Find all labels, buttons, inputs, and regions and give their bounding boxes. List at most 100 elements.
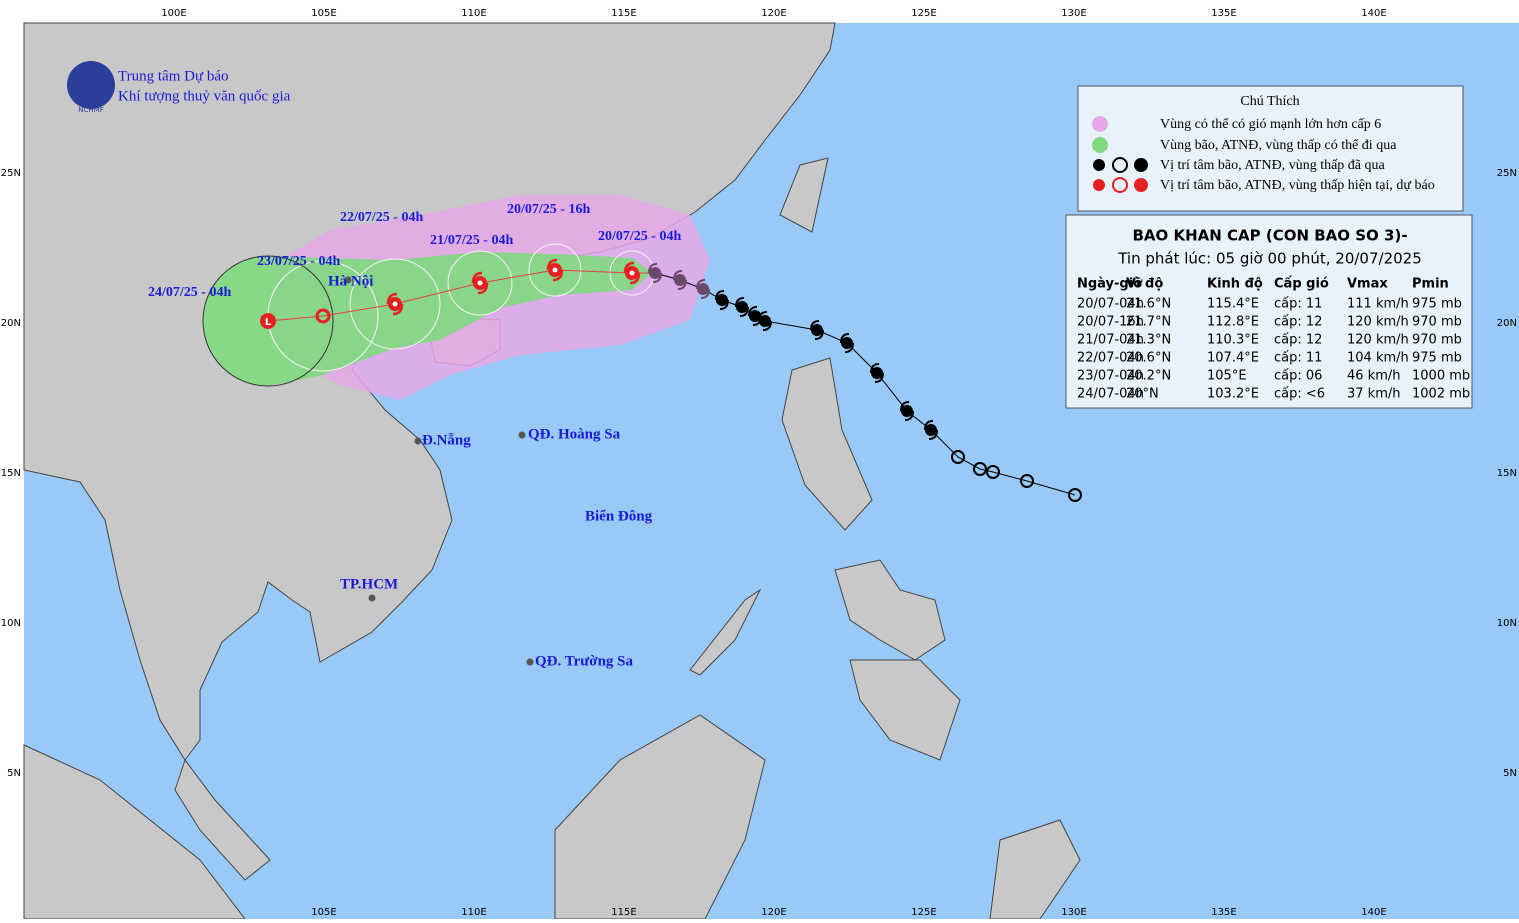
- lon-label: 130E: [1061, 8, 1086, 19]
- past-storm-tail: [924, 420, 938, 440]
- lon-label: 140E: [1361, 8, 1386, 19]
- legend-item: Vùng có thể có gió mạnh lớn hơn cấp 6: [1160, 117, 1381, 132]
- uncertainty-circle: [447, 250, 513, 316]
- table-cell: 20/07-04h: [1077, 297, 1144, 312]
- forecast-storm-tail: [386, 292, 404, 316]
- column-header: Ngày-giờ: [1077, 277, 1143, 292]
- lon-label: 115E: [611, 8, 636, 19]
- lon-label: 135E: [1211, 8, 1236, 19]
- org-line: Trung tâm Dự báo: [118, 68, 229, 84]
- past-storm: [649, 267, 661, 279]
- bulletin-box: [1065, 214, 1473, 409]
- lon-label: 100E: [161, 8, 186, 19]
- forecast-zones: [203, 195, 710, 400]
- legend-item: Vị trí tâm bão, ATNĐ, vùng thấp đã qua: [1160, 158, 1386, 173]
- table-cell: 120 km/h: [1347, 333, 1409, 348]
- lon-label: 135E: [1211, 907, 1236, 918]
- place-dot: [344, 276, 352, 284]
- logo-text: NCHMF: [78, 106, 103, 114]
- place-dot: [518, 431, 526, 439]
- place-label: QĐ. Hoàng Sa: [528, 426, 621, 442]
- storm-eye: [392, 301, 398, 307]
- past-low: [951, 450, 965, 464]
- mindanao: [849, 659, 961, 761]
- table-cell: 37 km/h: [1347, 387, 1401, 402]
- past-low: [986, 465, 1000, 479]
- malaya: [174, 758, 271, 881]
- table-cell: 1000 mb: [1412, 369, 1470, 384]
- past-storm-tail: [673, 270, 687, 290]
- lon-label: 110E: [461, 8, 486, 19]
- place-label: QĐ. Trường Sa: [535, 653, 634, 669]
- logo: NCHMF Trung tâm Dự báo Khí tượng thuỷ vă…: [67, 61, 291, 114]
- table-cell: 24/07-04h: [1077, 387, 1144, 402]
- sumatra: [23, 744, 247, 920]
- table-cell: 46 km/h: [1347, 369, 1401, 384]
- forecast-depression: [315, 308, 331, 324]
- forecast-low: [260, 313, 276, 329]
- bulletin-issued: Tin phát lúc: 05 giờ 00 phút, 20/07/2025: [1117, 250, 1422, 268]
- table-cell: 111 km/h: [1347, 297, 1409, 312]
- past-storm: [841, 337, 853, 349]
- place-label: Đ.Nẵng: [422, 432, 471, 448]
- lon-label: 120E: [761, 8, 786, 19]
- place-dot: [526, 658, 534, 666]
- lat-label: 10N: [1, 618, 21, 629]
- taiwan: [779, 157, 829, 233]
- table-cell: cấp: 06: [1274, 369, 1322, 384]
- lon-label: 110E: [461, 907, 486, 918]
- lat-label: 25N: [1497, 168, 1517, 179]
- column-header: Vmax: [1347, 277, 1388, 292]
- table-cell: cấp: 12: [1274, 333, 1322, 348]
- place-label: Hà Nội: [328, 273, 373, 289]
- table-cell: 975 mb: [1412, 351, 1462, 366]
- forecast-storm-tail: [546, 258, 564, 282]
- uncertainty-circle: [528, 243, 582, 297]
- lat-label: 10N: [1497, 618, 1517, 629]
- storm-eye: [552, 267, 558, 273]
- lon-label: 115E: [611, 907, 636, 918]
- table-cell: 20.6°N: [1126, 351, 1171, 366]
- visayas: [834, 559, 946, 661]
- table-cell: cấp: <6: [1274, 387, 1325, 402]
- logo-disc: [67, 61, 115, 109]
- lon-label: 105E: [311, 8, 336, 19]
- storm-zone: [203, 252, 652, 386]
- place-dot: [414, 437, 422, 445]
- axes: 100E 105E 110E 115E 120E 125E 130E 135E 140E 105E…: [1, 8, 1517, 918]
- past-storm: [674, 274, 686, 286]
- legend-item: Vị trí tâm bão, ATNĐ, vùng thấp hiện tại…: [1160, 178, 1435, 193]
- org-line: Khí tượng thuỷ văn quốc gia: [118, 88, 291, 104]
- place-label: TP.HCM: [340, 576, 398, 592]
- column-header: Pmin: [1412, 277, 1449, 292]
- uncertainty-circle: [349, 258, 441, 350]
- table-cell: 110.3°E: [1207, 333, 1259, 348]
- legend-current-symbols: [1093, 177, 1148, 193]
- track-label: 22/07/25 - 04h: [340, 210, 423, 225]
- past-storm: [749, 310, 761, 322]
- bulletin: BAO KHAN CAP (CON BAO SO 3)- Tin phát lú…: [1065, 214, 1473, 409]
- past-storm: [697, 283, 709, 295]
- table-cell: 1002 mb: [1412, 387, 1470, 402]
- past-low: [1020, 474, 1034, 488]
- column-header: Cấp gió: [1274, 277, 1329, 292]
- legend: Chú Thích Vùng có thể có gió mạnh lớn hơ…: [1077, 85, 1464, 212]
- table-cell: 970 mb: [1412, 333, 1462, 348]
- track-label: 24/07/25 - 04h: [148, 285, 231, 300]
- lon-label: 125E: [911, 907, 936, 918]
- lat-label: 15N: [1497, 468, 1517, 479]
- track-label: 20/07/25 - 16h: [507, 202, 590, 217]
- lon-label: 130E: [1061, 907, 1086, 918]
- storm-zone-outline: [202, 255, 334, 387]
- past-storm: [716, 294, 728, 306]
- table-cell: 120 km/h: [1347, 315, 1409, 330]
- past-storm: [901, 405, 913, 417]
- lon-label: 120E: [761, 907, 786, 918]
- past-storm: [925, 424, 937, 436]
- table-cell: 103.2°E: [1207, 387, 1259, 402]
- past-storm: [736, 301, 748, 313]
- track: L: [202, 243, 1082, 502]
- past-low: [1068, 488, 1082, 502]
